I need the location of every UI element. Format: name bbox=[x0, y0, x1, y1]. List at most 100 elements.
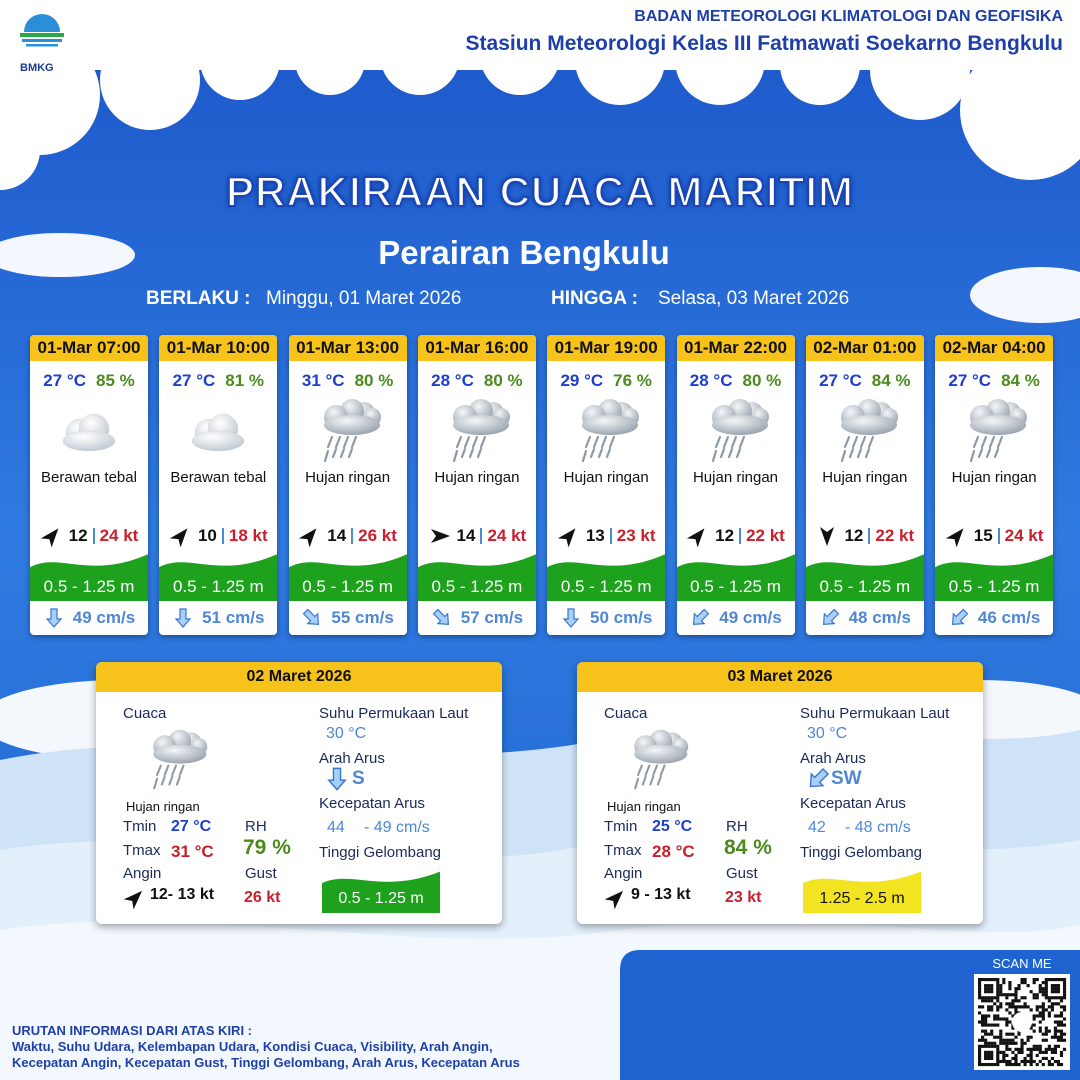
graphic-line bbox=[969, 449, 976, 463]
current-speed: 51 cm/s bbox=[202, 608, 265, 627]
graphic-line bbox=[985, 447, 992, 459]
current-dir: S bbox=[352, 768, 365, 789]
graphic-svg bbox=[805, 554, 924, 601]
graphic-path bbox=[174, 608, 192, 628]
graphic-rect bbox=[1005, 1059, 1009, 1064]
graphic-rect bbox=[981, 1029, 985, 1033]
graphic-rect bbox=[1011, 999, 1015, 1003]
graphic-rect bbox=[981, 1035, 985, 1039]
graphic-rect bbox=[1041, 1017, 1045, 1021]
graphic-rect bbox=[990, 984, 994, 988]
gust: 26 kt bbox=[244, 889, 281, 906]
graphic-svg bbox=[303, 608, 320, 626]
graphic-rect bbox=[1053, 1002, 1057, 1006]
graphic-rect bbox=[1032, 978, 1036, 982]
graphic-rect bbox=[1056, 1038, 1061, 1042]
graphic-rect bbox=[1026, 984, 1030, 988]
graphic-line bbox=[323, 449, 329, 463]
graphic-rect bbox=[999, 1038, 1003, 1042]
graphic-path bbox=[288, 554, 407, 601]
graphic-rect bbox=[1047, 1059, 1051, 1064]
graphic-rect bbox=[1020, 1038, 1024, 1042]
graphic-polygon bbox=[557, 528, 576, 548]
graphic-rect bbox=[978, 1053, 982, 1057]
graphic-rect bbox=[1053, 1029, 1057, 1033]
graphic-rect bbox=[1056, 978, 1061, 982]
graphic-svg bbox=[562, 608, 580, 628]
graphic-rect bbox=[1062, 1017, 1067, 1021]
graphic-rect bbox=[1062, 1047, 1067, 1051]
logo-text: BMKG bbox=[20, 62, 54, 74]
graphic-rect bbox=[1005, 1038, 1009, 1042]
graphic-ellipse bbox=[970, 267, 1080, 323]
weather-icon bbox=[54, 399, 124, 464]
graphic-rect bbox=[1005, 1041, 1009, 1045]
sst: 30 °C bbox=[326, 725, 367, 742]
graphic-rect bbox=[1059, 1050, 1064, 1054]
graphic-svg bbox=[604, 890, 624, 910]
graphic-path bbox=[24, 14, 60, 32]
graphic-rect bbox=[1032, 1023, 1036, 1027]
graphic-svg bbox=[452, 399, 510, 463]
graphic-rect bbox=[1011, 1056, 1015, 1061]
graphic-svg bbox=[547, 554, 666, 601]
graphic-rect bbox=[984, 1023, 988, 1027]
graphic-rect bbox=[1011, 1041, 1015, 1045]
graphic-rect bbox=[1005, 1023, 1009, 1027]
weather-icon bbox=[696, 391, 776, 471]
graphic-rect bbox=[1035, 978, 1039, 982]
graphic-rect bbox=[1020, 996, 1024, 1000]
graphic-line bbox=[722, 435, 729, 449]
graphic-rect bbox=[1017, 1032, 1021, 1036]
wave-height: 0.5 - 1.25 m bbox=[948, 577, 1040, 596]
wave-height: 0.5 - 1.25 m bbox=[690, 577, 781, 596]
graphic-rect bbox=[1047, 996, 1051, 1000]
graphic-rect bbox=[984, 996, 988, 1000]
graphic-rect bbox=[1062, 1032, 1067, 1036]
graphic-rect bbox=[1011, 1005, 1015, 1009]
graphic-rect bbox=[1023, 1005, 1027, 1009]
wind-arrow bbox=[604, 886, 628, 915]
graphic-rect bbox=[1041, 1032, 1045, 1036]
graphic-rect bbox=[990, 1041, 994, 1045]
graphic-line bbox=[730, 435, 737, 449]
graphic-rect bbox=[1047, 999, 1051, 1003]
graphic-line bbox=[996, 435, 1004, 449]
label-current-dir: Arah Arus bbox=[319, 750, 385, 767]
graphic-ellipse bbox=[970, 415, 1027, 435]
graphic-rect bbox=[1032, 981, 1036, 985]
label-wave: Tinggi Gelombang bbox=[800, 844, 923, 861]
graphic-line bbox=[644, 764, 651, 777]
graphic-rect bbox=[987, 1050, 991, 1054]
wave-height: 1.25 - 2.5 m bbox=[819, 890, 905, 907]
graphic-rect bbox=[999, 1050, 1003, 1054]
graphic-rect bbox=[1005, 1008, 1009, 1012]
weather-icon bbox=[954, 391, 1034, 471]
graphic-ellipse bbox=[323, 415, 380, 435]
wave-shape bbox=[547, 549, 666, 601]
graphic-rect bbox=[987, 1044, 991, 1048]
graphic-g bbox=[711, 435, 745, 463]
tmin: 25 °C bbox=[652, 818, 693, 835]
temp-row: 28 °C 80 % bbox=[418, 371, 536, 391]
gust: 24 kt bbox=[99, 526, 139, 545]
graphic-rect bbox=[1038, 1047, 1042, 1051]
graphic-rect bbox=[990, 1032, 994, 1036]
graphic-rect bbox=[1038, 1026, 1042, 1030]
graphic-rect bbox=[1059, 1035, 1064, 1039]
graphic-rect bbox=[1032, 1044, 1036, 1048]
label-gust: Gust bbox=[726, 865, 758, 882]
graphic-line bbox=[864, 447, 870, 459]
graphic-rect bbox=[978, 996, 982, 1000]
graphic-svg bbox=[809, 767, 830, 788]
tmax: 31 °C bbox=[171, 842, 214, 861]
graphic-rect bbox=[1020, 1005, 1024, 1009]
graphic-rect bbox=[1008, 993, 1012, 997]
graphic-rect bbox=[1005, 1017, 1009, 1021]
graphic-line bbox=[988, 435, 996, 449]
graphic-rect bbox=[1002, 1041, 1006, 1045]
graphic-path bbox=[951, 608, 969, 626]
graphic-line bbox=[848, 447, 854, 459]
graphic-rect bbox=[1029, 1059, 1033, 1064]
wind-speed: 12 bbox=[715, 526, 735, 545]
